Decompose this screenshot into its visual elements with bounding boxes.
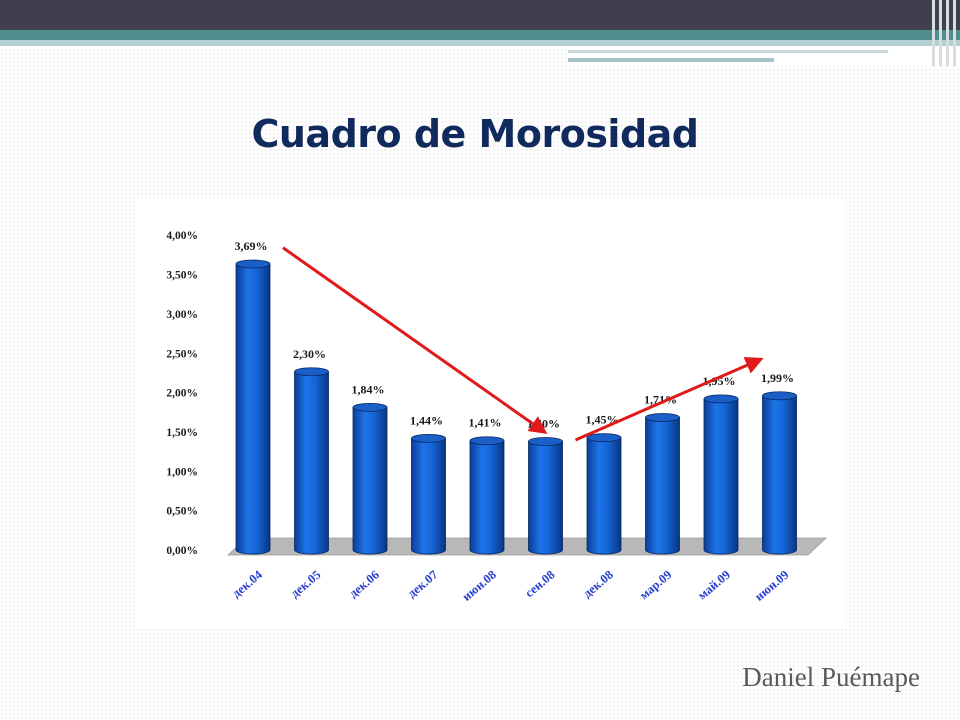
data-label: 1,95% [703,374,736,388]
x-tick-label: дек.05 [288,568,324,601]
bar-body [352,407,388,555]
data-label: 1,45% [586,413,619,427]
bar-top [352,402,388,412]
bar-body [645,417,680,555]
author-name: Daniel Puémape [742,662,920,692]
x-tick-label: июн.09 [752,568,791,604]
header-accent-thin [0,40,960,46]
slide-title: Cuadro de Morosidad [251,112,699,156]
x-tick-label: дек.07 [405,568,441,601]
x-tick-label: сен.08 [522,568,557,601]
bar-body [235,263,271,555]
x-tick-label: июн.08 [460,568,499,604]
bar-top [645,413,680,422]
bar-body [528,441,563,555]
data-label: 2,30% [293,347,326,361]
bar-body [586,437,622,555]
bar-chart: 0,00% 0,50% 1,00% 1,50% 2,00% 2,50% 3,00% 3,50%… [166,230,828,604]
data-label: 1,44% [410,413,443,427]
data-label: 1,99% [761,371,794,385]
data-label: 3,69% [235,239,268,253]
data-label: 1,84% [352,382,385,396]
bar-body [411,438,446,555]
bar-июн.09 [762,391,797,555]
chart-panel: 0,00% 0,50% 1,00% 1,50% 2,00% 2,50% 3,00% 3,50%… [136,198,846,628]
x-tick-label: май.09 [695,568,733,603]
bar-body [469,440,505,555]
y-tick-label: 1,00% [166,466,198,478]
bar-top [235,259,271,269]
bar-май.09 [703,394,739,555]
bar-body [294,371,329,555]
y-tick-label: 2,00% [166,388,198,400]
bar-top [469,436,505,446]
y-tick-label: 0,00% [166,545,198,557]
data-label: 1,41% [469,416,502,430]
y-tick-label: 1,50% [166,427,198,439]
trend-arrow [574,356,764,442]
bar-сен.08 [528,437,563,555]
bar-top [411,433,446,443]
x-tick-label: мар.09 [637,568,675,603]
y-tick-label: 3,00% [166,309,198,321]
y-tick-label: 0,50% [166,506,198,518]
y-tick-label: 2,50% [166,348,198,360]
trend-arrow [282,246,548,435]
bar-top [762,391,797,401]
bar-top [528,437,563,446]
x-tick-label: дек.06 [346,568,382,601]
bar-дек.08 [586,433,622,555]
bar-дек.06 [352,402,388,555]
bar-мар.09 [645,413,680,555]
header-bar [0,0,960,30]
header-accent-lines [568,46,960,66]
bar-top [294,367,329,377]
bar-top [586,433,622,443]
y-tick-label: 3,50% [166,270,198,282]
bar-июн.08 [469,436,505,555]
bar-дек.07 [411,433,446,555]
x-tick-label: дек.04 [229,567,265,601]
y-tick-label: 4,00% [166,230,198,242]
bar-дек.05 [294,367,329,555]
x-tick-label: дек.08 [580,568,616,601]
bar-body [703,398,739,555]
bar-body [762,395,797,555]
bar-дек.04 [235,259,271,555]
corner-decoration [930,0,960,66]
data-label: 1,71% [644,392,677,406]
header-accent-bar [0,30,960,40]
bar-top [703,394,739,404]
